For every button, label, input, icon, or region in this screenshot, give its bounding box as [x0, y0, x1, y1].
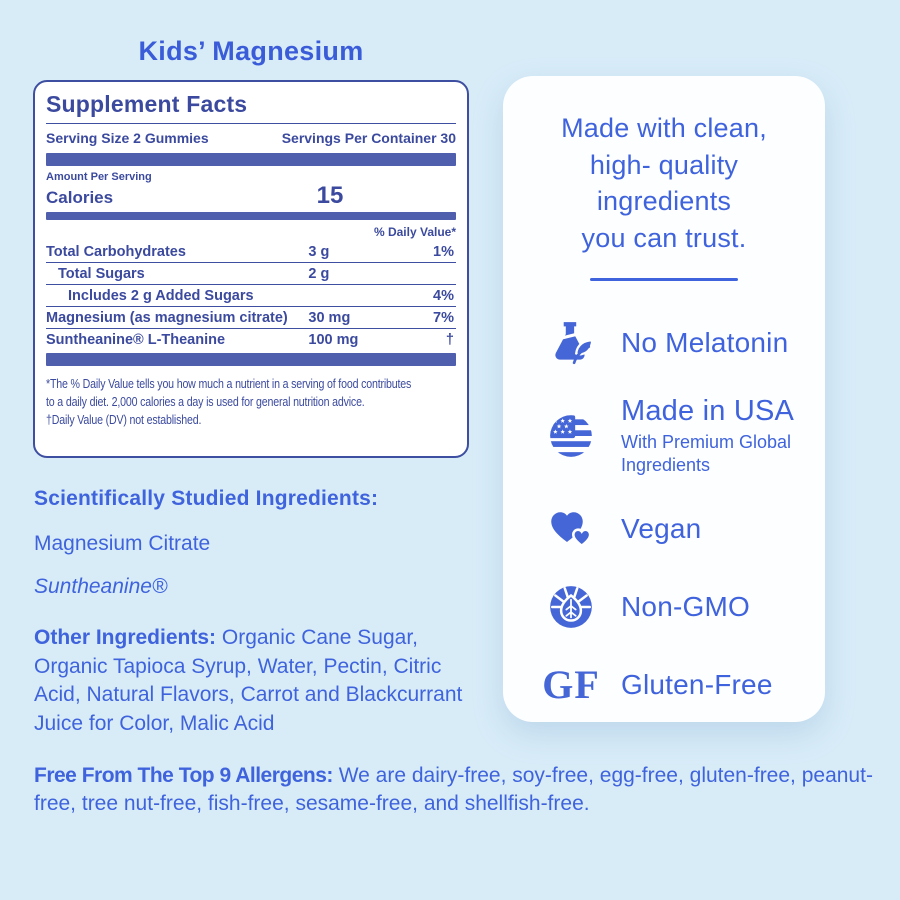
headline-line: high- quality	[589, 149, 739, 180]
nutrient-row: Includes 2 g Added Sugars 4%	[46, 285, 456, 306]
feature-label: Non-GMO	[621, 591, 750, 622]
nutrient-row: Total Sugars 2 g	[46, 263, 456, 284]
nutrient-name: Suntheanine® L-Theanine	[46, 332, 226, 348]
nutrient-row: Magnesium (as magnesium citrate) 30 mg 7…	[46, 307, 456, 328]
nutrient-amount: 100 mg	[308, 332, 359, 348]
supplement-facts-panel: Supplement Facts Serving Size 2 Gummies …	[33, 80, 469, 458]
divider-bar	[46, 212, 456, 220]
page-title: Kids’ Magnesium	[138, 36, 364, 66]
nutrient-dv: 1%	[433, 244, 454, 260]
leaf-sunburst-icon	[545, 581, 597, 633]
studied-ingredient: Suntheanine®	[34, 575, 168, 598]
feature-label: Made in USA	[621, 395, 795, 427]
allergen-text: We are dairy-free, soy-free, egg-free, g…	[34, 764, 873, 815]
studied-ingredients-section: Scientifically Studied Ingredients: Magn…	[34, 487, 378, 618]
allergen-label: Free From The Top 9 Allergens:	[34, 764, 333, 787]
gf-text: GF	[542, 662, 600, 707]
nutrient-row: Total Carbohydrates 3 g 1%	[46, 241, 456, 262]
nutrient-name: Magnesium (as magnesium citrate)	[46, 310, 288, 326]
divider	[46, 328, 456, 329]
hearts-icon	[545, 503, 597, 555]
divider	[46, 123, 456, 124]
calories-value: 15	[316, 182, 344, 209]
nutrient-row: Suntheanine® L-Theanine 100 mg †	[46, 329, 456, 350]
feature-no-melatonin: No Melatonin	[545, 317, 815, 369]
calories-row: Calories 15	[46, 182, 456, 209]
feature-gluten-free: GF Gluten-Free	[542, 659, 815, 711]
nutrient-name: Total Carbohydrates	[46, 244, 186, 260]
feature-text-block: Made in USA With Premium Global Ingredie…	[621, 395, 839, 477]
quality-headline: Made with clean, high- quality ingredien…	[513, 110, 815, 256]
nutrient-name: Total Sugars	[58, 266, 145, 282]
nutrient-amount: 30 mg	[308, 310, 351, 326]
feature-subtext: With Premium Global Ingredients	[621, 432, 792, 475]
gf-monogram-icon: GF	[542, 659, 600, 711]
headline-line: Made with clean,	[561, 113, 767, 143]
divider	[46, 284, 456, 285]
serving-row: Serving Size 2 Gummies Servings Per Cont…	[46, 124, 456, 153]
other-ingredients-label: Other Ingredients:	[34, 626, 217, 649]
calories-label: Calories	[46, 188, 114, 207]
footnote-line: to a daily diet. 2,000 calories a day is…	[46, 395, 365, 409]
footnote-line: *The % Daily Value tells you how much a …	[46, 377, 412, 391]
daily-value-footnote: *The % Daily Value tells you how much a …	[46, 375, 454, 429]
servings-per-container: Servings Per Container 30	[281, 130, 456, 146]
amount-per-serving-label: Amount Per Serving	[46, 171, 152, 183]
headline-divider	[590, 278, 738, 281]
other-ingredients-text: Organic Cane Sugar, Organic Tapioca Syru…	[34, 626, 463, 735]
studied-ingredient: Magnesium Citrate	[34, 532, 211, 555]
feature-made-in-usa: Made in USA With Premium Global Ingredie…	[545, 395, 815, 477]
feature-label: Vegan	[621, 513, 702, 544]
nutrient-dv: †	[445, 332, 454, 348]
divider	[46, 306, 456, 307]
usa-flag-icon	[545, 410, 597, 462]
nutrient-name: Includes 2 g Added Sugars	[68, 288, 254, 304]
feature-vegan: Vegan	[545, 503, 815, 555]
flask-leaf-icon	[545, 317, 597, 369]
studied-ingredients-heading: Scientifically Studied Ingredients:	[34, 487, 379, 510]
divider	[46, 262, 456, 263]
feature-non-gmo: Non-GMO	[545, 581, 815, 633]
daily-value-header: % Daily Value*	[373, 225, 456, 239]
nutrient-amount: 3 g	[308, 244, 330, 260]
feature-label: No Melatonin	[621, 327, 789, 358]
nutrient-dv: 7%	[433, 310, 454, 326]
divider-bar	[46, 353, 456, 366]
serving-size: Serving Size 2 Gummies	[46, 130, 209, 146]
headline-line: ingredients	[596, 186, 732, 216]
allergen-statement: Free From The Top 9 Allergens: We are da…	[34, 762, 884, 818]
footnote-line: †Daily Value (DV) not established.	[46, 413, 202, 427]
quality-claims-card: Made with clean, high- quality ingredien…	[503, 76, 825, 722]
headline-line: you can trust.	[581, 222, 747, 253]
nutrient-dv: 4%	[433, 288, 454, 304]
feature-list: No Melatonin	[513, 317, 815, 711]
divider-bar	[46, 153, 456, 166]
feature-label: Gluten-Free	[621, 669, 773, 700]
supplement-facts-heading: Supplement Facts	[46, 91, 248, 117]
other-ingredients-paragraph: Other Ingredients: Organic Cane Sugar, O…	[34, 624, 492, 738]
nutrient-amount: 2 g	[308, 266, 330, 282]
